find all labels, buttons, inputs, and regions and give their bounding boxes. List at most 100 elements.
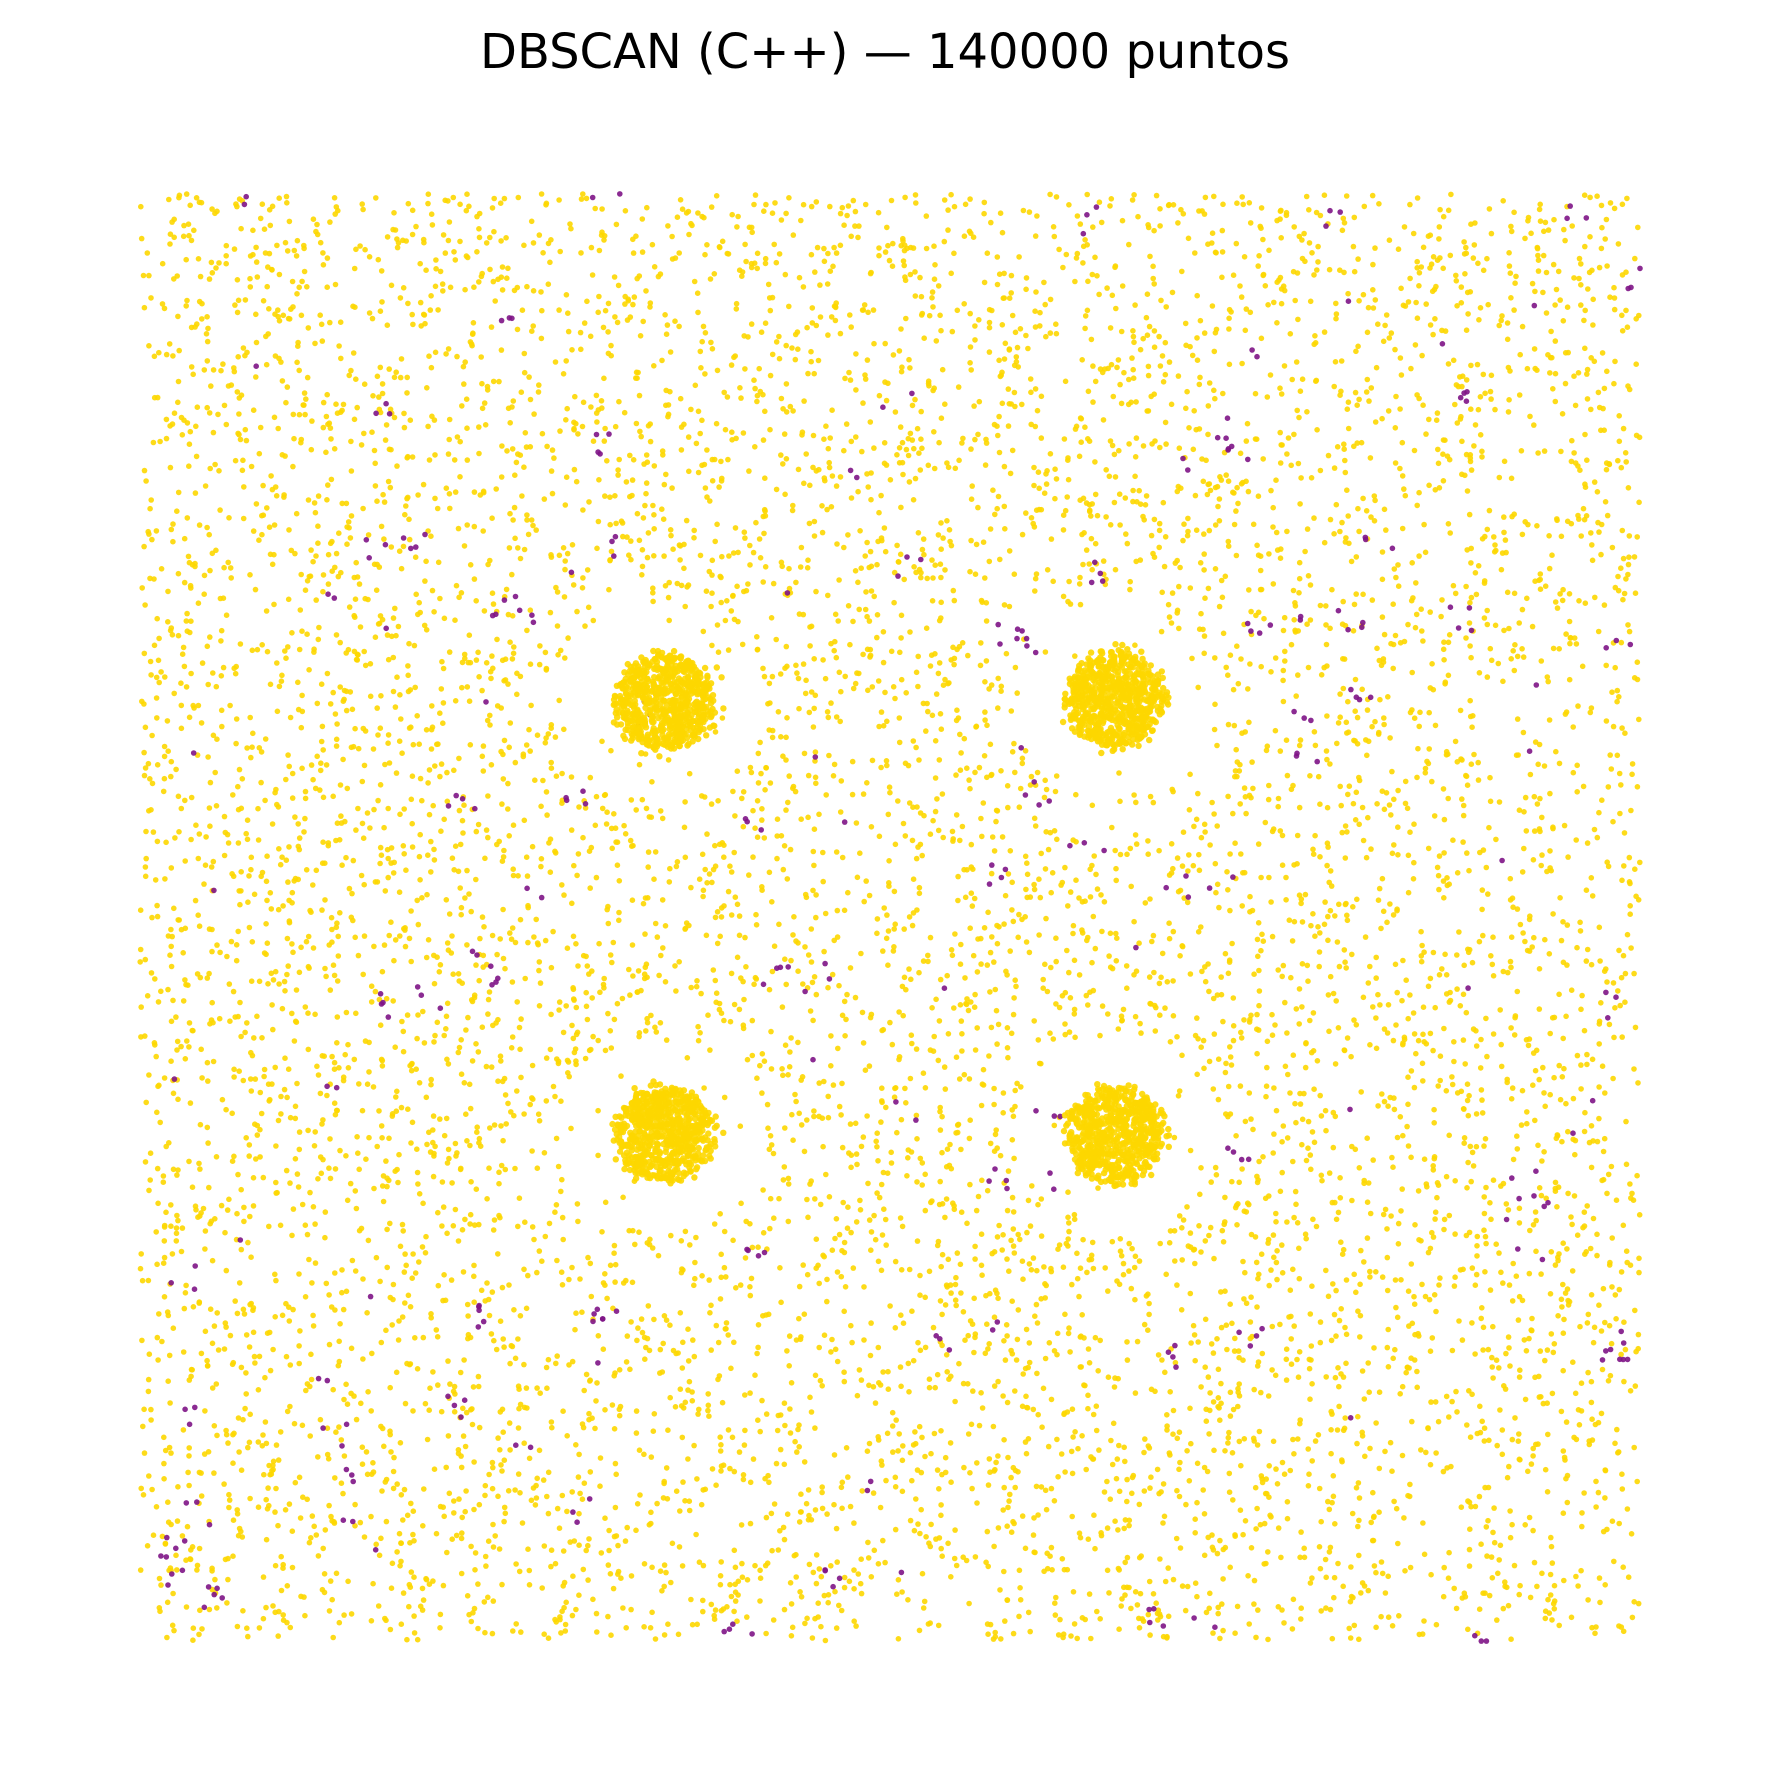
cluster-point xyxy=(1581,1209,1588,1215)
cluster-point xyxy=(1339,519,1345,526)
cluster-point xyxy=(1580,505,1587,512)
cluster-point xyxy=(277,861,284,868)
cluster-point xyxy=(741,996,747,1003)
cluster-point xyxy=(250,1203,257,1209)
cluster-point xyxy=(1255,1275,1261,1282)
cluster-point xyxy=(565,328,572,335)
cluster-point xyxy=(1176,625,1182,632)
cluster-point xyxy=(1551,1606,1558,1612)
cluster-point xyxy=(482,1482,489,1489)
cluster-point xyxy=(1481,615,1488,621)
cluster-point xyxy=(912,1429,918,1435)
cluster-point xyxy=(928,1521,934,1528)
cluster-point xyxy=(1390,1355,1396,1362)
cluster-point xyxy=(154,1261,160,1268)
cluster-point xyxy=(1605,1378,1612,1384)
cluster-point xyxy=(774,833,780,839)
cluster-point xyxy=(1363,854,1370,861)
cluster-point xyxy=(1484,621,1491,628)
cluster-point xyxy=(1446,1212,1453,1219)
cluster-point xyxy=(1632,1383,1639,1389)
cluster-point xyxy=(1161,1513,1168,1520)
cluster-point xyxy=(722,426,729,433)
cluster-point xyxy=(1212,1164,1219,1171)
cluster-point xyxy=(344,1401,351,1407)
cluster-point xyxy=(491,1337,497,1344)
cluster-point xyxy=(882,1559,888,1566)
cluster-point xyxy=(1445,795,1451,802)
cluster-point xyxy=(813,991,820,998)
cluster-point xyxy=(1053,1001,1059,1007)
cluster-point xyxy=(163,416,170,423)
cluster-point xyxy=(1437,1077,1443,1084)
cluster-point xyxy=(1581,192,1588,198)
cluster-point xyxy=(525,1272,531,1279)
cluster-point xyxy=(1541,1149,1547,1155)
cluster-point xyxy=(841,544,847,551)
cluster-point xyxy=(169,1622,176,1629)
cluster-point xyxy=(154,715,160,721)
cluster-point xyxy=(409,1275,416,1281)
cluster-point xyxy=(579,1496,586,1502)
cluster-point xyxy=(507,1447,513,1453)
cluster-point xyxy=(662,923,669,929)
cluster-point xyxy=(150,439,157,446)
cluster-point xyxy=(779,1004,786,1010)
cluster-point xyxy=(311,1523,318,1530)
cluster-point xyxy=(496,1212,502,1219)
cluster-point xyxy=(1206,1058,1213,1065)
cluster-point xyxy=(1345,513,1351,519)
cluster-point xyxy=(1365,304,1372,311)
cluster-point xyxy=(936,1486,942,1492)
cluster-point xyxy=(1104,1478,1110,1485)
cluster-point xyxy=(471,576,478,582)
cluster-point xyxy=(859,448,865,455)
cluster-point xyxy=(1225,1440,1231,1446)
cluster-point xyxy=(1050,578,1056,585)
cluster-point xyxy=(1621,830,1628,836)
cluster-point xyxy=(310,1312,316,1319)
cluster-point xyxy=(946,680,952,686)
cluster-point xyxy=(341,687,348,694)
cluster-point xyxy=(707,1310,713,1316)
cluster-point xyxy=(1373,954,1379,961)
cluster-point xyxy=(663,1465,670,1471)
cluster-point xyxy=(734,768,741,774)
cluster-point xyxy=(1114,935,1120,941)
cluster-point xyxy=(206,276,213,282)
cluster-point xyxy=(577,329,584,336)
cluster-point xyxy=(411,642,418,649)
cluster-point xyxy=(1485,891,1491,897)
cluster-point xyxy=(607,1262,614,1269)
cluster-point xyxy=(441,1272,447,1278)
cluster-point xyxy=(1337,691,1343,697)
cluster-point xyxy=(195,912,201,918)
cluster-point xyxy=(662,583,669,589)
cluster-point xyxy=(802,891,809,898)
cluster-point xyxy=(604,458,610,464)
cluster-point xyxy=(615,467,621,473)
cluster-point xyxy=(903,690,909,696)
cluster-point xyxy=(294,237,301,244)
cluster-point xyxy=(1176,1429,1183,1435)
cluster-point xyxy=(452,257,459,263)
cluster-point xyxy=(1305,1483,1312,1489)
cluster-point xyxy=(1365,980,1372,986)
cluster-point xyxy=(1360,291,1367,298)
cluster-point xyxy=(1364,329,1371,336)
cluster-point xyxy=(1439,966,1445,972)
cluster-point xyxy=(1587,234,1593,240)
cluster-point xyxy=(1238,1029,1244,1036)
cluster-point xyxy=(1111,451,1118,458)
cluster-point xyxy=(796,1283,803,1290)
cluster-point xyxy=(1020,1371,1026,1377)
cluster-point xyxy=(1477,1429,1484,1436)
cluster-point xyxy=(204,1362,211,1369)
cluster-point xyxy=(1090,1265,1097,1272)
cluster-point xyxy=(1105,1288,1111,1294)
cluster-point xyxy=(478,354,485,360)
cluster-point xyxy=(531,1236,537,1243)
cluster-point xyxy=(764,1560,771,1566)
cluster-point xyxy=(930,1324,937,1331)
cluster-point xyxy=(853,1219,860,1225)
